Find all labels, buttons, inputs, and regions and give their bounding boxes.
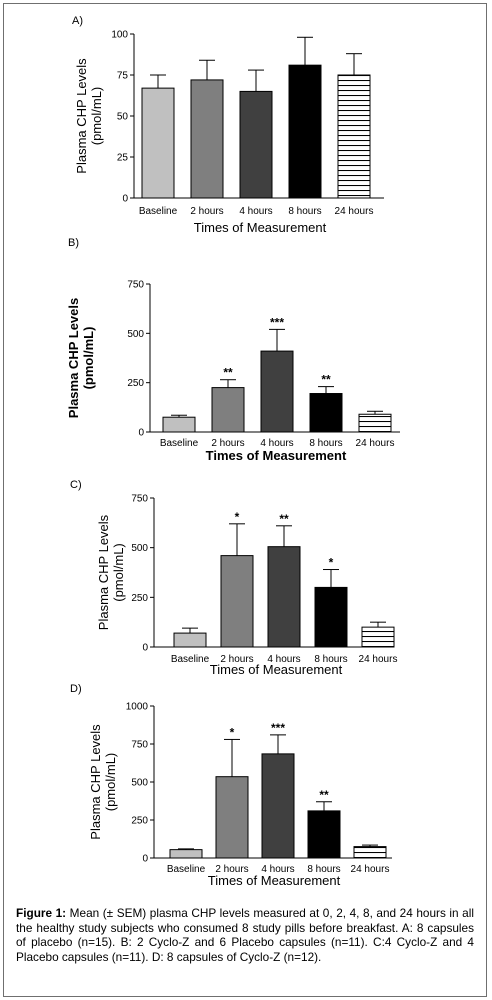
y-tick-label-c-2: 500 (131, 543, 148, 554)
category-label-c-0: Baseline (171, 654, 210, 665)
x-axis-title-b: Times of Measurement (206, 448, 347, 463)
category-label-a-0: Baseline (139, 206, 178, 217)
bar-d-0 (169, 849, 203, 859)
chart-d: D) 0 250 500 750 1000 Baseline * 2 hours *** 4 hou… (70, 683, 392, 888)
category-label-c-4: 24 hours (359, 654, 398, 665)
category-label-b-1: 2 hours (211, 438, 244, 449)
y-axis-title-line-d-1: (pmol/mL) (103, 753, 118, 812)
bar-d-1 (215, 776, 249, 859)
category-label-a-4: 24 hours (335, 206, 374, 217)
significance-c-3: * (329, 556, 334, 570)
y-tick-label-a-2: 50 (117, 112, 129, 123)
y-tick-label-d-2: 500 (131, 778, 148, 789)
caption-label: Figure 1: (16, 906, 67, 920)
y-axis-title-line-a-0: Plasma CHP Levels (74, 58, 89, 174)
bar-c-4 (361, 626, 395, 648)
bar-c-2 (267, 546, 301, 648)
bar-c-0 (173, 632, 207, 648)
chart-panel-c: C) 0 250 500 750 Baseline * 2 hours ** 4 hours * 8 … (0, 476, 492, 682)
category-label-c-2: 4 hours (267, 654, 300, 665)
y-tick-label-d-3: 750 (131, 740, 148, 751)
bar-a-2 (239, 90, 273, 199)
y-axis-title-line-a-1: (pmol/mL) (89, 87, 104, 146)
y-tick-label-d-0: 0 (142, 854, 148, 865)
panel-letter-c: C) (70, 479, 82, 491)
y-tick-label-b-3: 750 (127, 280, 144, 291)
y-axis-title-line-d-0: Plasma CHP Levels (88, 724, 103, 840)
category-label-d-0: Baseline (167, 864, 206, 875)
category-label-d-1: 2 hours (215, 864, 248, 875)
y-tick-label-b-2: 500 (127, 329, 144, 340)
significance-d-2: *** (271, 721, 285, 735)
significance-c-1: * (235, 510, 240, 524)
chart-panel-a: A) 0 25 50 75 100 Baseline 2 hours 4 hours 8 hour… (0, 10, 492, 240)
bar-b-3 (309, 393, 343, 433)
y-tick-label-a-0: 0 (122, 194, 128, 205)
bar-c-1 (220, 555, 254, 648)
y-axis-title-line-c-1: (pmol/mL) (111, 543, 126, 602)
bar-b-2 (260, 350, 294, 433)
bar-b-0 (162, 416, 196, 433)
panel-letter-d: D) (70, 683, 82, 695)
significance-b-3: ** (321, 373, 331, 387)
significance-b-2: *** (270, 315, 284, 329)
bar-a-0 (141, 87, 175, 199)
significance-d-1: * (230, 725, 235, 739)
significance-d-3: ** (319, 788, 329, 802)
bar-d-4 (353, 846, 387, 859)
y-tick-label-c-0: 0 (142, 643, 148, 654)
y-tick-label-d-4: 1000 (126, 702, 149, 713)
y-axis-title-line-c-0: Plasma CHP Levels (96, 514, 111, 630)
x-axis-title-d: Times of Measurement (208, 873, 341, 888)
panel-letter-a: A) (72, 15, 83, 27)
y-tick-label-a-4: 100 (111, 30, 128, 41)
caption-text: Mean (± SEM) plasma CHP levels measured … (16, 906, 474, 964)
chart-a: A) 0 25 50 75 100 Baseline 2 hours 4 hours 8 hour… (72, 15, 384, 235)
bar-a-1 (190, 79, 224, 199)
y-tick-label-c-1: 250 (131, 593, 148, 604)
x-axis-title-a: Times of Measurement (194, 220, 327, 235)
y-tick-label-a-1: 25 (117, 153, 129, 164)
chart-c: C) 0 250 500 750 Baseline * 2 hours ** 4 hours * 8 … (70, 479, 398, 677)
category-label-a-2: 4 hours (239, 206, 272, 217)
bar-b-1 (211, 387, 245, 433)
category-label-d-2: 4 hours (261, 864, 294, 875)
y-axis-title-a: Plasma CHP Levels(pmol/mL) (74, 58, 104, 174)
bar-d-2 (261, 753, 295, 859)
y-tick-label-c-3: 750 (131, 494, 148, 505)
y-axis-title-line-b-1: (pmol/mL) (81, 327, 96, 390)
y-axis-title-b: Plasma CHP Levels(pmol/mL) (66, 298, 96, 418)
chart-panel-b: B) 0 250 500 750 Baseline ** 2 hours *** 4 hours *… (0, 236, 492, 468)
category-label-b-2: 4 hours (260, 438, 293, 449)
category-label-c-1: 2 hours (220, 654, 253, 665)
panel-letter-b: B) (68, 237, 79, 249)
category-label-b-4: 24 hours (356, 438, 395, 449)
y-axis-title-c: Plasma CHP Levels(pmol/mL) (96, 514, 126, 630)
chart-panel-d: D) 0 250 500 750 1000 Baseline * 2 hours *** 4 hou… (0, 682, 492, 892)
y-tick-label-a-3: 75 (117, 71, 129, 82)
bar-d-3 (307, 810, 341, 859)
category-label-b-3: 8 hours (309, 438, 342, 449)
chart-b: B) 0 250 500 750 Baseline ** 2 hours *** 4 hours *… (66, 237, 400, 463)
y-tick-label-d-1: 250 (131, 816, 148, 827)
x-axis-title-c: Times of Measurement (210, 662, 343, 677)
bar-a-4 (337, 74, 371, 199)
category-label-a-1: 2 hours (190, 206, 223, 217)
bar-b-4 (358, 413, 392, 433)
y-axis-title-d: Plasma CHP Levels(pmol/mL) (88, 724, 118, 840)
category-label-c-3: 8 hours (314, 654, 347, 665)
significance-c-2: ** (279, 512, 289, 526)
category-label-a-3: 8 hours (288, 206, 321, 217)
category-label-b-0: Baseline (160, 438, 199, 449)
y-tick-label-b-0: 0 (138, 428, 144, 439)
bar-a-3 (288, 64, 322, 199)
significance-b-1: ** (223, 366, 233, 380)
y-axis-title-line-b-0: Plasma CHP Levels (66, 298, 81, 418)
bar-c-3 (314, 586, 348, 648)
category-label-d-4: 24 hours (351, 864, 390, 875)
figure-caption: Figure 1: Mean (± SEM) plasma CHP levels… (16, 906, 474, 964)
y-tick-label-b-1: 250 (127, 378, 144, 389)
category-label-d-3: 8 hours (307, 864, 340, 875)
